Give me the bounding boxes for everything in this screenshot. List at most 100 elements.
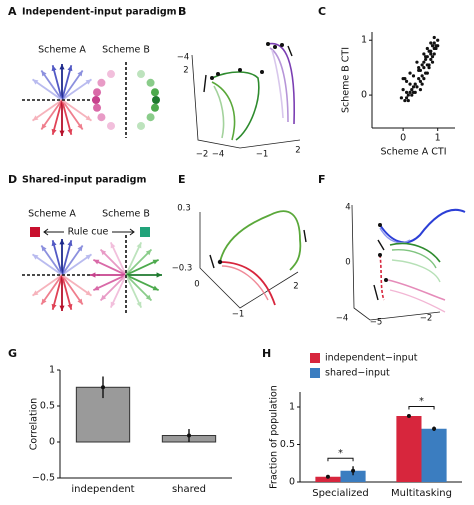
scatter-point bbox=[420, 63, 424, 67]
y-axis-label: Scheme B CTI bbox=[341, 47, 352, 113]
x-tick-label: shared bbox=[172, 484, 206, 495]
arrow-head bbox=[51, 303, 57, 310]
mean-dot bbox=[325, 474, 330, 479]
scatter-point bbox=[429, 52, 433, 56]
unit-dot bbox=[107, 70, 115, 79]
arrow-head bbox=[110, 301, 116, 308]
arrow-head bbox=[32, 290, 39, 296]
arrow-head bbox=[67, 65, 73, 72]
panel-letter: B bbox=[178, 5, 186, 18]
arrow-head bbox=[51, 240, 57, 247]
arrow-head bbox=[100, 294, 107, 301]
vector-arrow bbox=[40, 244, 63, 276]
scatter-point bbox=[410, 93, 414, 97]
panel-letter: F bbox=[318, 173, 326, 186]
arrow-head bbox=[59, 130, 65, 136]
arrow-head bbox=[85, 290, 92, 296]
vector-arrow bbox=[31, 253, 63, 276]
axis-tick-label: 0 bbox=[194, 280, 199, 290]
vector-arrow bbox=[125, 274, 153, 302]
arrow-head bbox=[59, 64, 65, 70]
arrow-head bbox=[110, 242, 116, 249]
unit-dot bbox=[93, 88, 102, 97]
vector-arrow bbox=[109, 274, 127, 309]
arrow-head bbox=[145, 294, 152, 301]
vector-arrow bbox=[61, 99, 93, 122]
scatter-point bbox=[420, 74, 424, 78]
arrow-head bbox=[32, 115, 39, 121]
arrow-head bbox=[152, 285, 159, 291]
axis-tick-label: 4 bbox=[345, 203, 350, 213]
y-tick-label: 1 bbox=[49, 365, 55, 376]
scatter-point bbox=[403, 98, 407, 103]
panel-letter: E bbox=[178, 173, 186, 186]
axis-tick-label: 0.3 bbox=[177, 204, 191, 214]
scatter-point bbox=[424, 57, 428, 62]
scatter-point bbox=[434, 44, 438, 48]
scatter-point bbox=[408, 82, 412, 86]
scatter-point bbox=[418, 79, 423, 83]
vector-arrow bbox=[40, 99, 63, 131]
scatter-point bbox=[425, 71, 429, 75]
arrow-head bbox=[67, 303, 73, 310]
arrow-head bbox=[93, 259, 100, 265]
vector-arrow bbox=[61, 78, 93, 101]
scatter-point bbox=[427, 49, 431, 53]
arrow-head bbox=[85, 79, 92, 85]
scatter-point bbox=[430, 55, 435, 59]
scatter-point bbox=[432, 52, 436, 56]
axis-tick-label: −2 bbox=[196, 150, 209, 160]
vector-arrow bbox=[31, 99, 63, 122]
arrow-head bbox=[77, 123, 83, 130]
unit-dot bbox=[146, 113, 155, 122]
x-tick-label: independent bbox=[71, 484, 134, 495]
scatter-point bbox=[430, 44, 435, 48]
mean-dot bbox=[406, 414, 411, 418]
axis-tick-label: −2 bbox=[420, 314, 433, 324]
unit-dot bbox=[150, 88, 159, 97]
scatter-point bbox=[404, 79, 409, 83]
scatter-point bbox=[417, 68, 421, 72]
y-tick-label: 0 bbox=[49, 437, 55, 448]
scatter-point bbox=[420, 82, 424, 86]
scatter-point bbox=[422, 52, 426, 56]
panel-letter: H bbox=[262, 347, 271, 360]
vector-arrow bbox=[61, 239, 73, 276]
scatter-point bbox=[411, 74, 416, 78]
bar bbox=[421, 428, 447, 482]
scheme-label: Scheme A bbox=[38, 45, 86, 56]
scatter-point bbox=[404, 90, 409, 94]
panel-e-trajectories bbox=[199, 210, 307, 309]
vector-arrow bbox=[125, 248, 153, 276]
y-axis-label: Correlation bbox=[29, 398, 40, 450]
arrow-head bbox=[32, 254, 39, 260]
vector-arrow bbox=[61, 69, 84, 101]
scatter-point bbox=[408, 71, 412, 75]
arrow-head bbox=[32, 79, 39, 85]
bar bbox=[315, 476, 341, 482]
vector-arrow bbox=[61, 274, 93, 297]
vector-arrow bbox=[40, 69, 63, 101]
legend-label: shared−input bbox=[325, 368, 390, 379]
arrow-head bbox=[77, 70, 83, 77]
scatter-point bbox=[413, 82, 417, 86]
vector-arrow bbox=[61, 253, 93, 276]
significance-bracket bbox=[408, 406, 435, 410]
scatter-point bbox=[406, 98, 410, 103]
scatter-point bbox=[408, 90, 412, 94]
y-tick-label: 1 bbox=[361, 35, 367, 46]
y-axis-label: Fraction of population bbox=[269, 385, 280, 489]
scatter-point bbox=[432, 46, 436, 51]
vector-arrow bbox=[51, 64, 63, 101]
scatter-point bbox=[422, 66, 426, 70]
x-tick-label: Specialized bbox=[312, 488, 369, 499]
rule-cue-arrows bbox=[43, 228, 135, 236]
vector-arrow bbox=[125, 274, 160, 292]
x-tick-label: 1 bbox=[435, 133, 441, 144]
vector-arrow bbox=[109, 241, 127, 276]
legend-swatch bbox=[310, 353, 320, 363]
panel-f-trajectories bbox=[351, 204, 466, 321]
unit-dot bbox=[137, 70, 145, 79]
mean-dot bbox=[187, 433, 191, 438]
vector-arrow bbox=[61, 274, 84, 306]
